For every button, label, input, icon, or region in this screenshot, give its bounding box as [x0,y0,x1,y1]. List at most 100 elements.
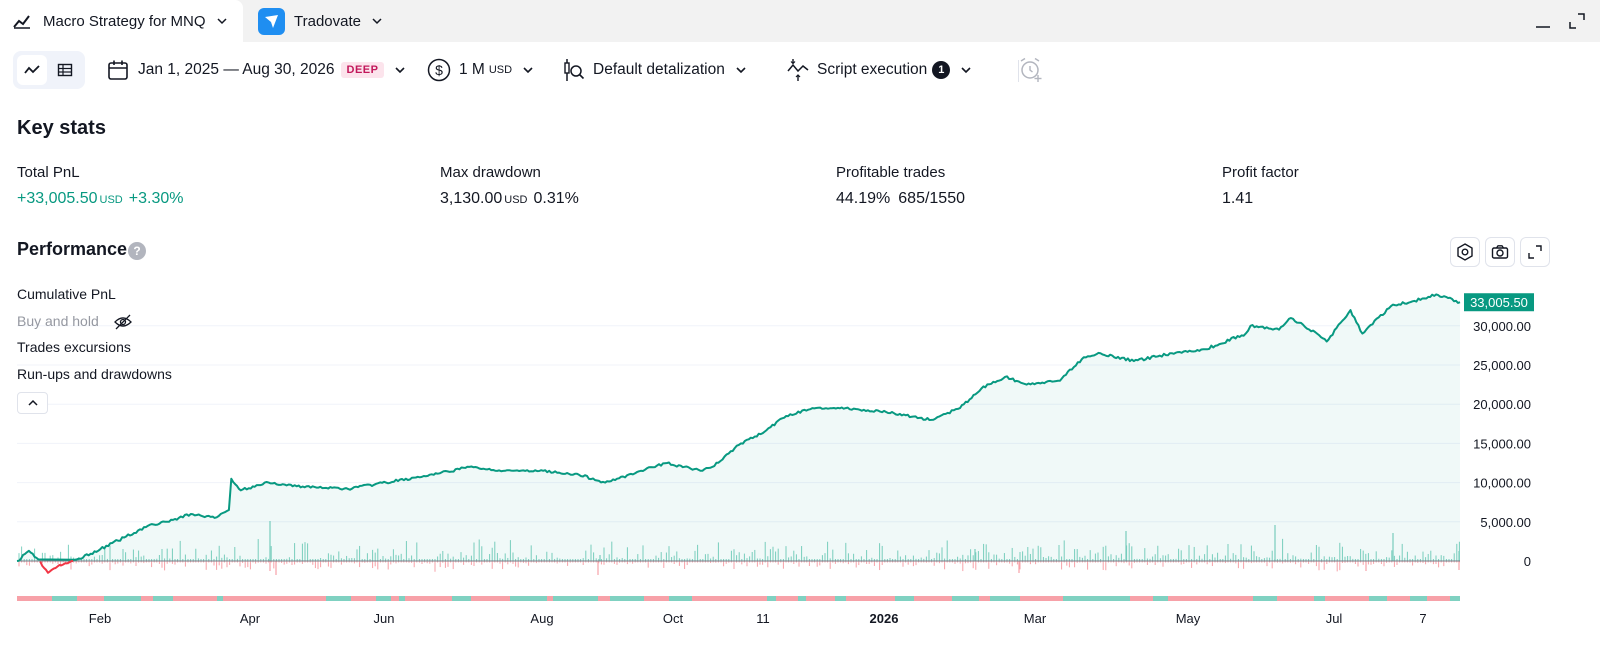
loss-strip-segment [487,596,510,601]
loss-strip-segment [846,596,850,601]
x-tick-label: May [1176,611,1201,626]
legend-collapse-button[interactable] [17,392,48,414]
win-strip-segment [1378,596,1387,601]
legend-label: Buy and hold [17,313,99,329]
y-tick-label: 0 [1524,554,1531,569]
loss-strip-segment [262,596,283,601]
stat-profitable-trades: Profitable trades 44.19% 685/1550 [836,164,965,208]
loss-strip-segment [735,596,753,601]
loss-strip-segment [173,596,197,601]
loss-strip-segment [979,596,990,601]
stat-profit-factor: Profit factor 1.41 [1222,164,1299,208]
script-execution-label: Script execution [817,61,928,78]
legend-run-ups-drawdowns[interactable]: Run-ups and drawdowns [17,366,172,382]
y-tick-label: 10,000.00 [1473,476,1531,491]
stat-number: +33,005.50 [17,190,98,207]
loss-strip-segment [1387,596,1410,601]
table-view-icon [57,63,73,77]
help-icon[interactable]: ? [128,242,146,260]
loss-strip-segment [692,596,704,601]
win-strip-segment [553,596,573,601]
tab-macro-strategy[interactable]: Macro Strategy for MNQ [0,0,243,42]
fullscreen-button[interactable] [1520,237,1550,267]
chevron-down-icon[interactable] [216,15,228,27]
key-stats-title: Key stats [17,117,106,139]
loss-strip-segment [298,596,317,601]
camera-icon [1491,245,1509,259]
legend-trades-excursions[interactable]: Trades excursions [17,339,131,355]
tab-label: Tradovate [294,12,361,30]
win-strip-segment [1063,596,1073,601]
script-execution-selector[interactable]: Script execution 1 [786,55,972,85]
win-strip-segment [959,596,965,601]
loss-strip-segment [829,596,835,601]
svg-text:$: $ [435,62,443,78]
maximize-button[interactable] [1564,8,1590,34]
minimize-button[interactable] [1530,8,1556,34]
snapshot-button[interactable] [1485,237,1515,267]
y-tick-label: 5,000.00 [1480,515,1531,530]
y-tick-label: 15,000.00 [1473,436,1531,451]
cumulative-pnl-negative-line [39,560,74,574]
win-strip-segment [1002,596,1020,601]
chevron-down-icon [523,67,533,74]
legend-buy-and-hold[interactable]: Buy and hold [17,313,133,330]
win-strip-segment [52,596,77,601]
loss-strip-segment [405,596,430,601]
loss-strip-segment [763,596,767,601]
win-strip-segment [1450,596,1460,601]
stat-extra: 0.31% [533,190,579,207]
legend-cumulative-pnl[interactable]: Cumulative PnL [17,286,116,302]
loss-strip-segment [1427,596,1450,601]
loss-strip-segment [1148,596,1153,601]
win-strip-segment [630,596,644,601]
calendar-icon [108,60,128,80]
win-strip-segment [399,596,405,601]
detalization-icon [564,59,585,81]
chart-view-button[interactable] [17,55,47,85]
pnl-area [17,294,1460,561]
capital-selector[interactable]: $ 1 M USD [427,55,534,85]
x-tick-label: 2026 [870,611,899,626]
loss-strip-segment [91,596,104,601]
stat-label: Total PnL [17,164,80,181]
alarm-add-icon [1020,57,1042,82]
loss-strip-segment [811,596,829,601]
table-view-button[interactable] [50,55,80,85]
win-strip-segment [153,596,173,601]
toolbar: Jan 1, 2025 — Aug 30, 2026 DEEP $ 1 M US… [0,42,1600,100]
loss-strip-segment [1185,596,1210,601]
loss-strip-segment [1168,596,1185,601]
win-strip-segment [621,596,630,601]
script-execution-icon [787,59,809,81]
performance-chart[interactable]: 0 5,000.00 10,000.00 15,000.00 20,000.00 25,0… [0,285,1600,635]
loss-strip-segment [914,596,935,601]
chevron-down-icon[interactable] [371,15,383,27]
cumulative-pnl-line [16,293,1461,562]
loss-strip-segment [644,596,669,601]
date-range-selector[interactable]: Jan 1, 2025 — Aug 30, 2026 DEEP [107,55,406,85]
tab-tradovate[interactable]: Tradovate [243,0,403,42]
win-strip-segment [1161,596,1168,601]
loss-strip-segment [1291,596,1301,601]
chart-settings-button[interactable] [1450,237,1480,267]
add-alert-button[interactable] [1018,55,1044,85]
win-strip-segment [610,596,621,601]
win-strip-segment [110,596,116,601]
x-tick-label: Mar [1024,611,1047,626]
settings-icon [1457,243,1473,261]
loss-strip-segment [252,596,262,601]
minimize-icon [1536,26,1550,28]
x-tick-label: Feb [89,611,111,626]
chart-view-icon [24,65,40,74]
loss-strip-segment [283,596,291,601]
loss-strip-segment [77,596,86,601]
eye-off-icon[interactable] [113,314,133,330]
win-strip-segment [1314,596,1325,601]
loss-strip-segment [86,596,91,601]
toolbar-divider [1018,60,1019,82]
detalization-selector[interactable]: Default detalization [563,55,747,85]
stat-total-pnl: Total PnL +33,005.50 USD +3.30% [17,164,183,208]
win-strip-segment [1111,596,1130,601]
y-tick-label: 20,000.00 [1473,397,1531,412]
